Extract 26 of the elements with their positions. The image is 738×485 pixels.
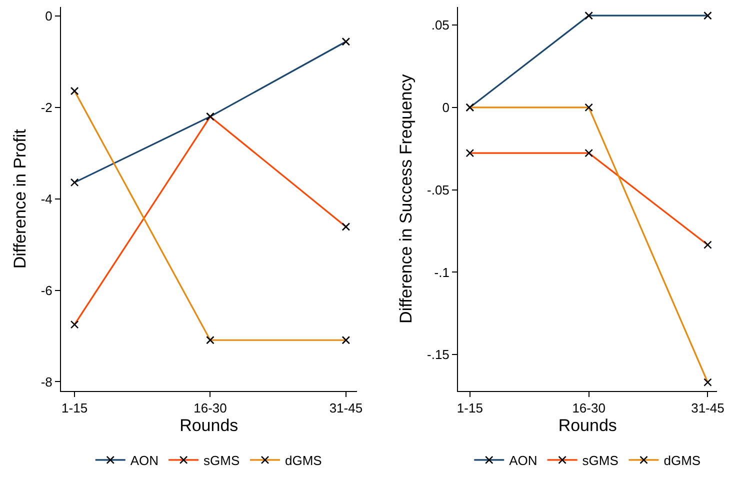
y-tick-label: -2 — [40, 100, 52, 115]
legend-label: AON — [130, 453, 159, 468]
y-tick-label: -.1 — [434, 264, 450, 280]
x-tick-label: 31-45 — [691, 400, 724, 416]
y-tick-label: -.15 — [427, 347, 450, 362]
x-axis-title: Rounds — [558, 416, 617, 435]
y-tick-label: -4 — [40, 191, 52, 206]
x-tick-label: 1-15 — [456, 400, 483, 416]
x-axis-title: Rounds — [180, 416, 238, 435]
y-tick-label: 0 — [45, 8, 52, 24]
y-tick-label: 0 — [442, 100, 450, 115]
x-tick-label: 31-45 — [329, 400, 363, 416]
x-tick-label: 16-30 — [572, 400, 606, 416]
x-tick-label: 1-15 — [62, 400, 88, 416]
legend-label: AON — [509, 453, 538, 468]
y-axis-title: Difference in Profit — [10, 128, 30, 269]
y-tick-label: -.05 — [427, 182, 450, 198]
y-tick-label: -8 — [40, 374, 52, 390]
y-tick-label: -6 — [40, 282, 52, 298]
y-tick-label: .05 — [431, 18, 450, 33]
legend-label: sGMS — [204, 453, 240, 468]
legend-label: sGMS — [582, 453, 619, 468]
x-tick-label: 16-30 — [194, 400, 227, 416]
legend-label: dGMS — [285, 453, 322, 468]
y-axis-title: Difference in Success Frequency — [396, 74, 416, 324]
legend-label: dGMS — [664, 453, 701, 468]
